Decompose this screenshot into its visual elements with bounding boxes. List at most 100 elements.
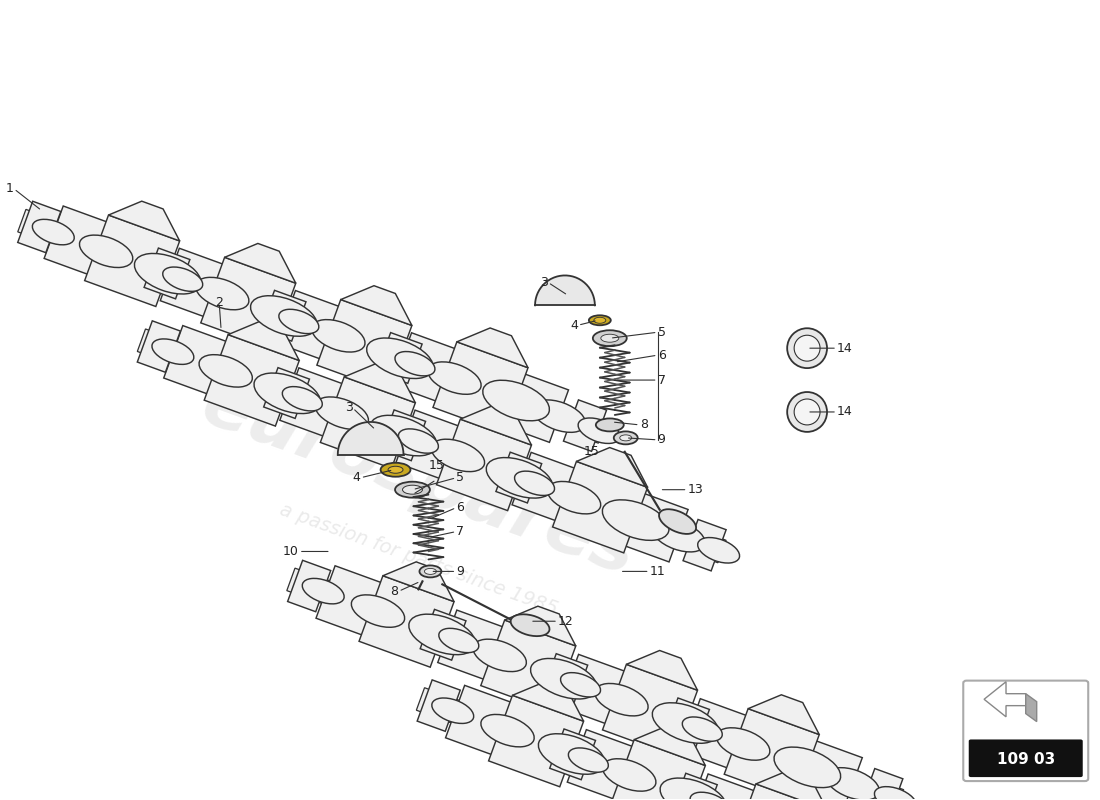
Text: 9: 9 — [658, 434, 666, 446]
Polygon shape — [733, 784, 827, 800]
Ellipse shape — [388, 466, 403, 474]
Ellipse shape — [593, 330, 627, 346]
Ellipse shape — [483, 380, 549, 421]
Polygon shape — [748, 694, 820, 734]
Polygon shape — [109, 201, 179, 241]
Ellipse shape — [395, 482, 430, 498]
Polygon shape — [138, 329, 726, 562]
Polygon shape — [205, 334, 299, 426]
Polygon shape — [438, 610, 509, 682]
Ellipse shape — [794, 335, 821, 361]
Polygon shape — [603, 664, 697, 756]
Text: 15: 15 — [584, 445, 600, 458]
Text: 3: 3 — [344, 402, 353, 414]
Polygon shape — [460, 406, 531, 445]
Text: 14: 14 — [837, 406, 852, 418]
Polygon shape — [689, 774, 760, 800]
Polygon shape — [446, 686, 517, 757]
Polygon shape — [138, 321, 180, 372]
Polygon shape — [481, 620, 575, 711]
Text: 15: 15 — [429, 458, 444, 472]
Ellipse shape — [152, 339, 194, 365]
Polygon shape — [276, 290, 348, 362]
Ellipse shape — [579, 418, 620, 443]
Polygon shape — [224, 243, 296, 283]
Polygon shape — [497, 371, 569, 442]
Polygon shape — [18, 210, 606, 443]
Polygon shape — [513, 452, 584, 524]
Ellipse shape — [826, 768, 879, 800]
Text: 14: 14 — [837, 342, 852, 354]
Text: 7: 7 — [456, 525, 464, 538]
Polygon shape — [568, 730, 639, 800]
Ellipse shape — [351, 595, 405, 627]
Polygon shape — [317, 299, 411, 391]
Ellipse shape — [366, 338, 433, 378]
Ellipse shape — [595, 683, 648, 716]
Ellipse shape — [419, 566, 441, 578]
Polygon shape — [144, 248, 190, 299]
FancyBboxPatch shape — [969, 739, 1082, 777]
Text: 3: 3 — [540, 276, 548, 289]
Ellipse shape — [398, 429, 439, 453]
Ellipse shape — [614, 431, 638, 444]
Polygon shape — [341, 286, 411, 326]
Ellipse shape — [403, 486, 422, 494]
Polygon shape — [420, 610, 466, 660]
Ellipse shape — [409, 614, 475, 654]
Polygon shape — [379, 410, 426, 461]
Ellipse shape — [515, 471, 554, 495]
Polygon shape — [393, 333, 464, 404]
Polygon shape — [201, 258, 296, 349]
Polygon shape — [635, 726, 705, 766]
Ellipse shape — [199, 354, 252, 387]
Polygon shape — [261, 290, 306, 341]
Polygon shape — [550, 729, 595, 780]
Ellipse shape — [431, 439, 485, 472]
Polygon shape — [626, 650, 697, 690]
Text: 13: 13 — [688, 483, 703, 496]
Ellipse shape — [425, 569, 437, 574]
Polygon shape — [860, 769, 903, 800]
Polygon shape — [376, 333, 422, 383]
Ellipse shape — [603, 758, 656, 791]
Polygon shape — [161, 248, 232, 320]
Polygon shape — [542, 654, 587, 705]
Polygon shape — [488, 695, 584, 786]
Polygon shape — [396, 410, 468, 482]
Polygon shape — [1025, 694, 1036, 722]
Polygon shape — [417, 688, 1033, 800]
Text: 11: 11 — [650, 565, 666, 578]
Ellipse shape — [682, 717, 723, 742]
Text: 2: 2 — [216, 296, 223, 309]
Polygon shape — [576, 447, 648, 487]
Polygon shape — [756, 770, 827, 800]
Polygon shape — [228, 321, 299, 361]
Ellipse shape — [278, 310, 319, 334]
Polygon shape — [320, 377, 416, 468]
Text: 10: 10 — [283, 545, 299, 558]
Polygon shape — [44, 206, 116, 278]
Ellipse shape — [652, 519, 705, 552]
Polygon shape — [791, 738, 862, 800]
Ellipse shape — [690, 792, 730, 800]
Text: 8: 8 — [640, 418, 648, 431]
Polygon shape — [552, 462, 648, 553]
Ellipse shape — [254, 373, 320, 414]
Polygon shape — [338, 422, 404, 455]
Ellipse shape — [619, 435, 631, 441]
Text: 5: 5 — [658, 326, 666, 338]
Ellipse shape — [660, 778, 727, 800]
Ellipse shape — [316, 397, 369, 430]
Text: 9: 9 — [456, 565, 464, 578]
Text: 6: 6 — [658, 349, 666, 362]
Polygon shape — [437, 419, 531, 510]
Text: 4: 4 — [570, 318, 578, 332]
Ellipse shape — [603, 500, 669, 540]
Ellipse shape — [588, 315, 610, 326]
Text: 109 03: 109 03 — [997, 752, 1055, 767]
Polygon shape — [279, 368, 351, 439]
Ellipse shape — [510, 614, 550, 636]
Ellipse shape — [569, 748, 608, 772]
Ellipse shape — [311, 320, 365, 352]
